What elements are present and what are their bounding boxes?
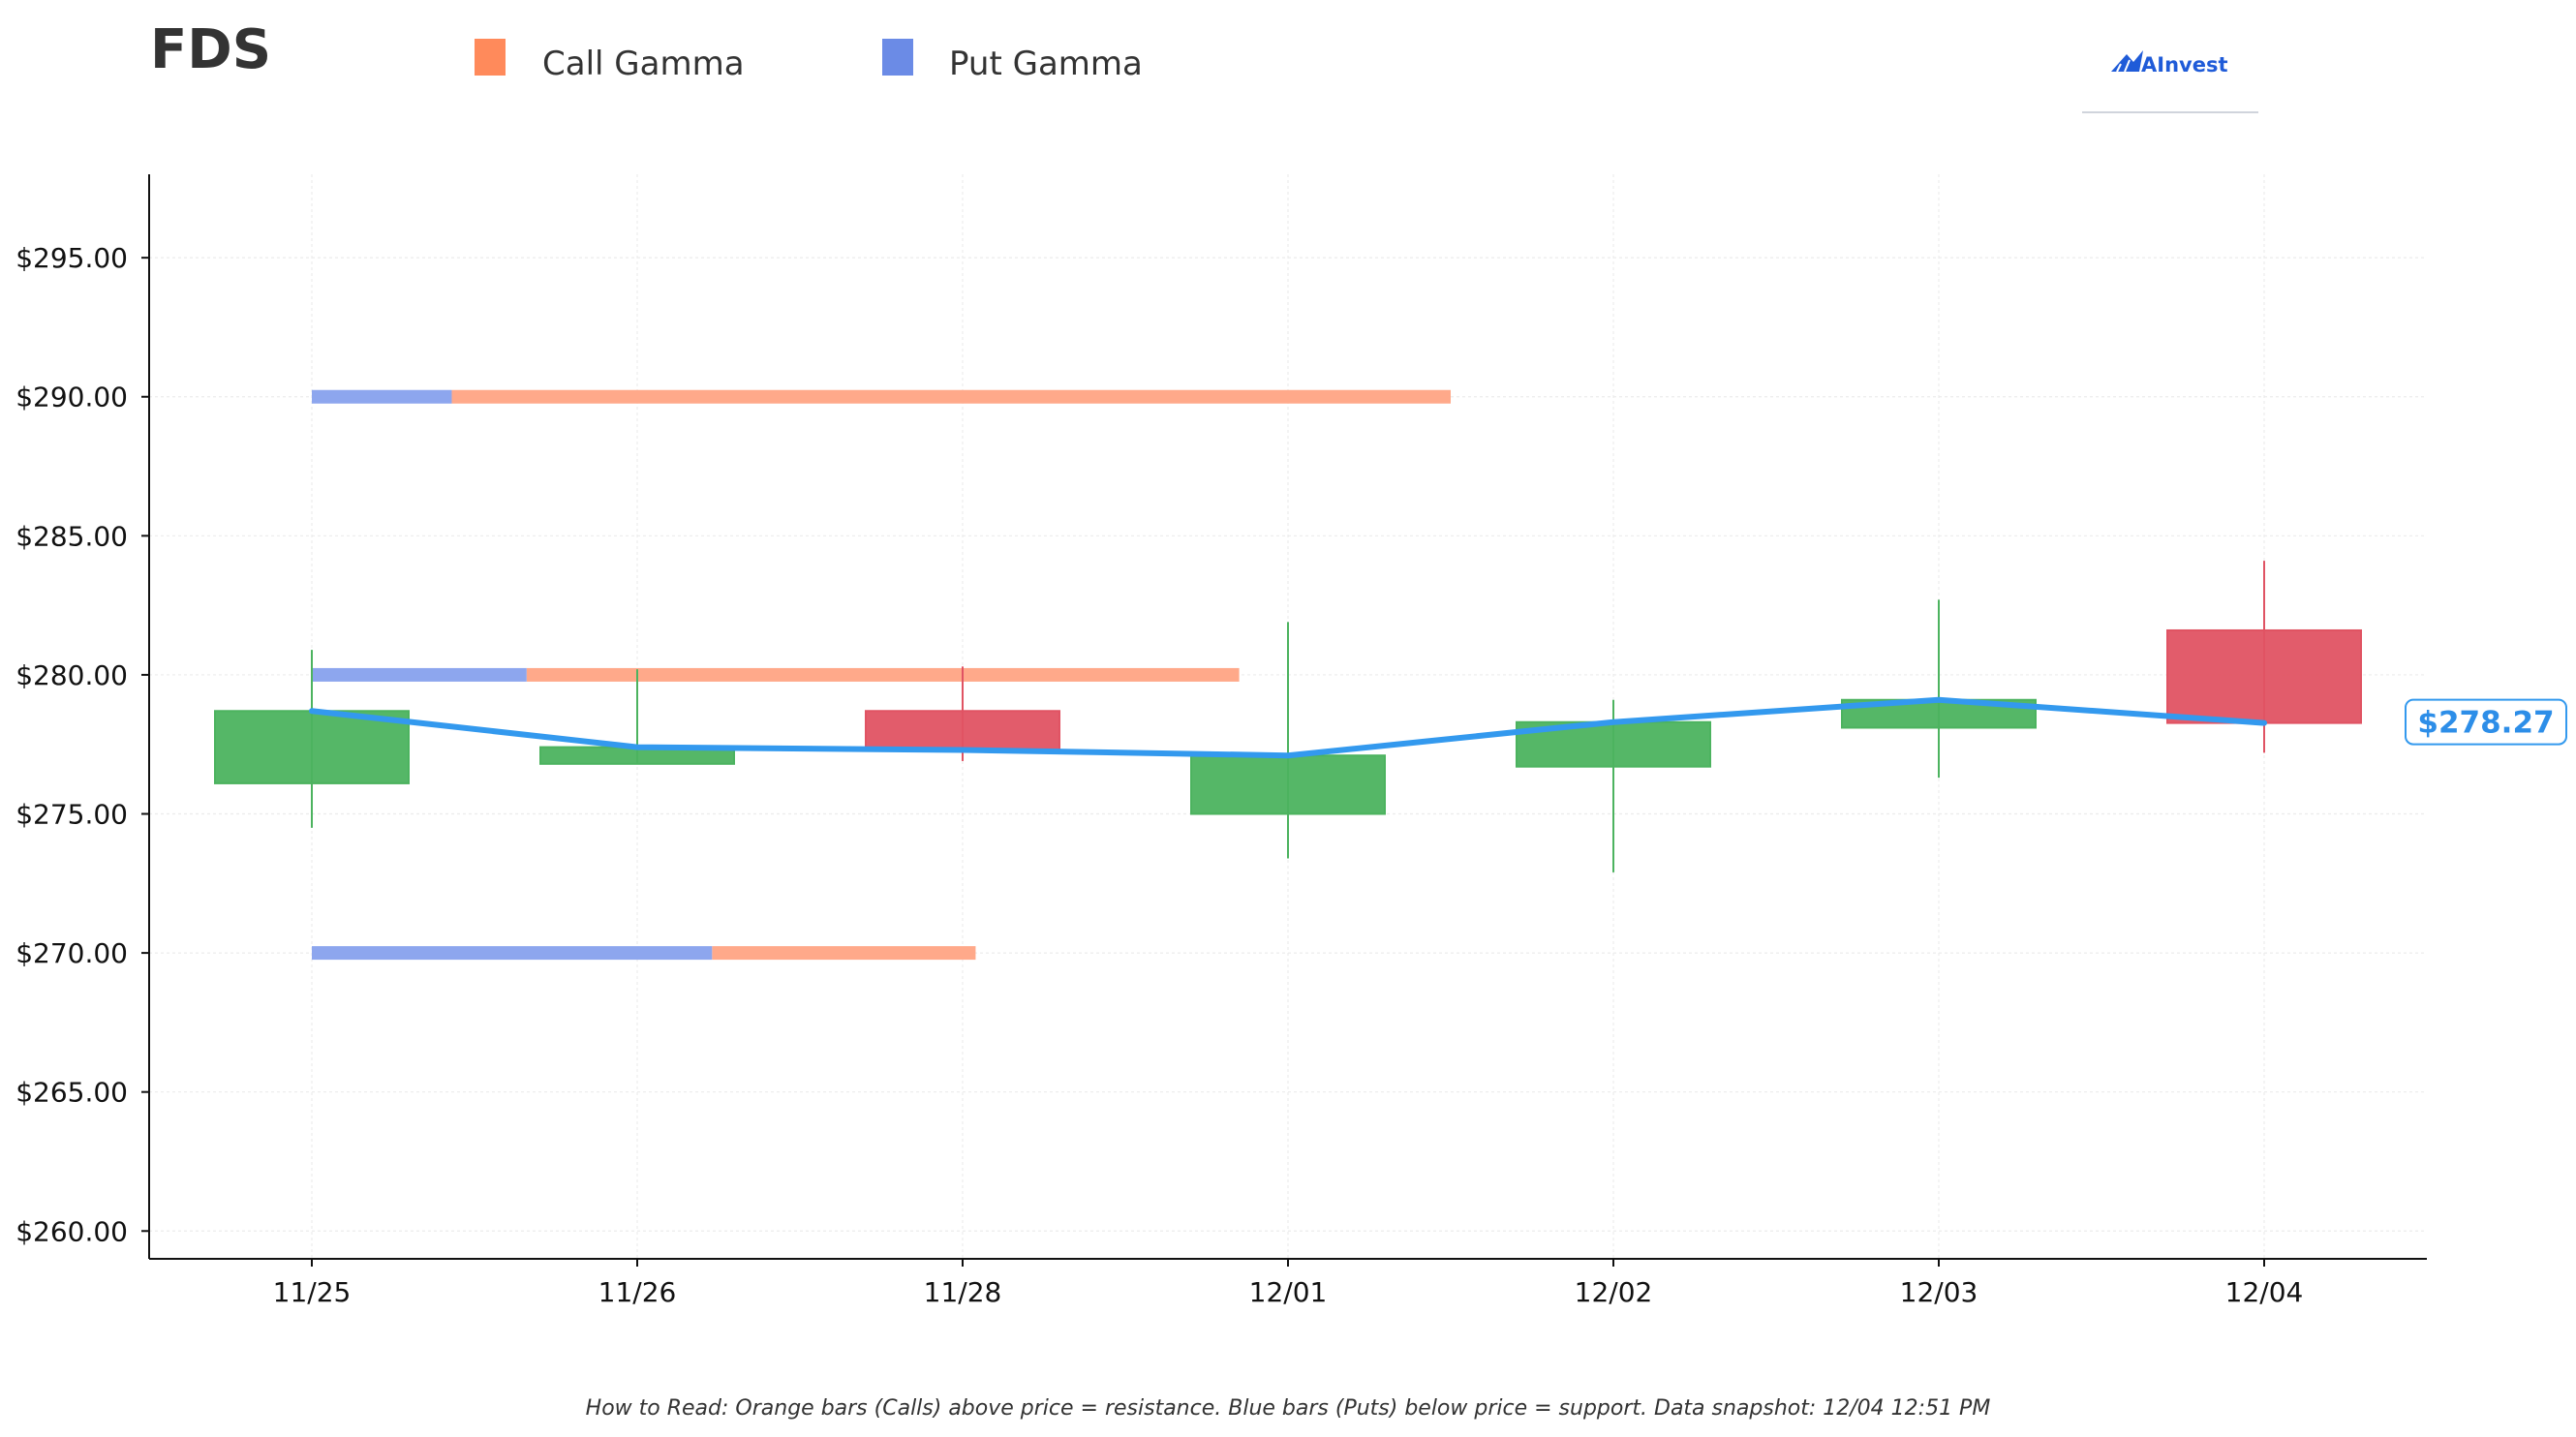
y-tick-label: $295.00 (15, 242, 128, 274)
y-tick-label: $265.00 (15, 1077, 128, 1109)
last-price-tag (2405, 698, 2567, 746)
call-gamma-legend-swatch (475, 39, 506, 76)
x-tick-label: 11/25 (273, 1276, 352, 1308)
ticker-title: FDS (150, 18, 271, 81)
y-tick-label: $275.00 (15, 799, 128, 831)
x-tick-label: 12/04 (2225, 1276, 2304, 1308)
x-tick-label: 12/02 (1575, 1276, 1653, 1308)
put-gamma-legend-label: Put Gamma (949, 45, 1143, 83)
call-gamma-bar (712, 946, 976, 961)
put-gamma-bar (312, 389, 452, 404)
x-tick-label: 11/26 (598, 1276, 677, 1308)
call-gamma-bar (526, 667, 1240, 682)
footnote: How to Read: Orange bars (Calls) above p… (586, 1396, 1991, 1421)
y-tick-label: $290.00 (15, 382, 128, 413)
last-price-label: $278.27 (2417, 706, 2554, 741)
legend: Call Gamma Put Gamma (475, 39, 1143, 83)
x-tick-label: 11/28 (924, 1276, 1002, 1308)
price-line (309, 696, 2267, 759)
candle-body (865, 710, 1060, 751)
y-tick-label: $270.00 (15, 937, 128, 969)
call-gamma-legend-label: Call Gamma (542, 45, 745, 83)
x-tick-label: 12/03 (1900, 1276, 1978, 1308)
candle-body (2166, 628, 2362, 724)
put-gamma-bar (312, 946, 713, 961)
candle-body (214, 710, 410, 784)
candle-body (1190, 754, 1386, 815)
y-tick-label: $280.00 (15, 659, 128, 691)
x-tick-label: 12/01 (1249, 1276, 1328, 1308)
ainvest-logo-icon (2111, 50, 2143, 73)
y-tick-label: $260.00 (15, 1215, 128, 1247)
put-gamma-bar (312, 667, 527, 682)
plot-area: $260.00 $265.00 $270.00 $275.00 $280.00 $285.… (15, 174, 2567, 1308)
y-tick-label: $285.00 (15, 520, 128, 552)
ainvest-logo: AInvest (2082, 50, 2258, 113)
ainvest-logo-text: AInvest (2141, 53, 2228, 76)
put-gamma-legend-swatch (882, 39, 913, 76)
call-gamma-bar (451, 389, 1452, 404)
